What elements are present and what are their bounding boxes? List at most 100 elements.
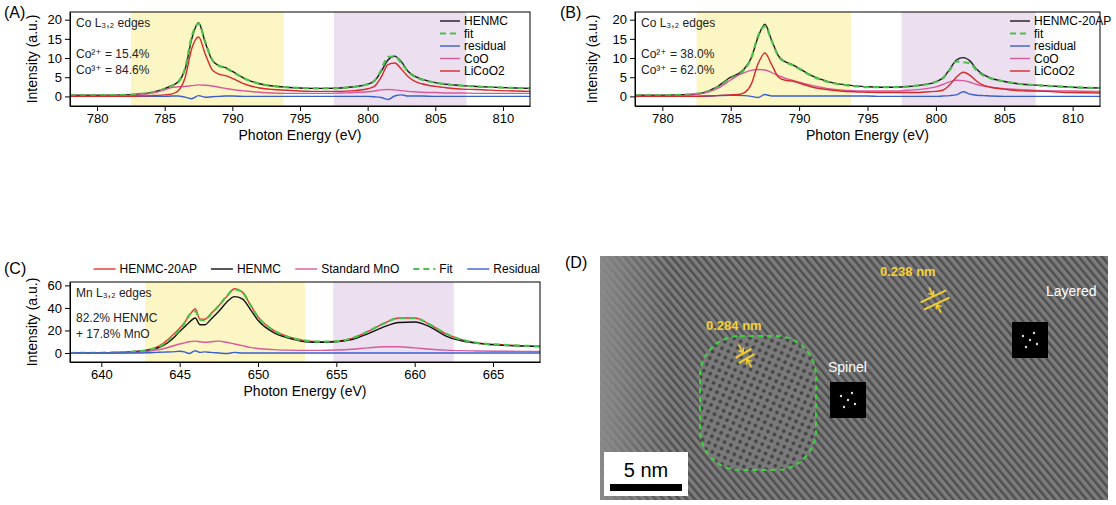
x-tick-label: 800 bbox=[926, 111, 948, 126]
spectrum-line bbox=[635, 26, 1100, 95]
spacing-arrow bbox=[926, 286, 935, 297]
fft-inset bbox=[830, 382, 866, 418]
plot-area bbox=[70, 12, 530, 106]
legend-label: Standard MnO bbox=[321, 262, 399, 276]
tem-image-panel: 0.284 nm0.238 nmSpinelLayered5 nm bbox=[600, 256, 1108, 500]
legend-label: HENMC bbox=[237, 262, 281, 276]
legend-label: Fit bbox=[439, 262, 453, 276]
spacing-label: 0.284 nm bbox=[706, 318, 762, 333]
y-tick-mark bbox=[65, 96, 70, 97]
annotation: Mn L₃,₂ edges bbox=[76, 286, 152, 300]
scale-bar-box bbox=[604, 452, 688, 496]
legend-swatch bbox=[440, 20, 460, 21]
y-tick-mark bbox=[630, 77, 635, 78]
legend-swatch bbox=[467, 268, 489, 269]
y-tick-label: 20 bbox=[48, 323, 62, 338]
y-tick-mark bbox=[65, 308, 70, 309]
y-tick: 40 bbox=[48, 301, 70, 316]
x-tick-label: 665 bbox=[483, 367, 505, 382]
x-tick-label: 780 bbox=[87, 111, 109, 126]
panel-label: (D) bbox=[565, 254, 587, 271]
panel-label: (C) bbox=[4, 260, 26, 277]
y-tick-label: 0 bbox=[55, 346, 62, 361]
y-tick-label: 20 bbox=[613, 12, 627, 27]
fft-spot bbox=[1036, 343, 1038, 345]
y-tick-mark bbox=[65, 353, 70, 354]
x-axis: 780785790795800805810 bbox=[636, 106, 1101, 126]
x-axis: 640645650655660665 bbox=[71, 362, 541, 382]
panel-label: (B) bbox=[560, 4, 581, 21]
annotation: Co L₃,₂ edges bbox=[76, 16, 150, 30]
y-tick-label: 15 bbox=[613, 32, 627, 47]
x-tick: 800 bbox=[357, 106, 379, 126]
x-axis-title: Photon Energy (eV) bbox=[244, 383, 367, 399]
legend: HENMC-20APHENMCStandard MnOFitResidual bbox=[94, 262, 540, 276]
y-tick-label: 0 bbox=[620, 89, 627, 104]
legend-swatch bbox=[295, 268, 317, 269]
plot-frame bbox=[70, 12, 530, 106]
spectrum-line bbox=[70, 37, 530, 96]
scale-bar-line bbox=[610, 484, 682, 491]
legend-swatch bbox=[413, 268, 435, 270]
chart-panel: 78078579079580080581005101520Photon Ener… bbox=[560, 4, 1111, 143]
scale-bar: 5 nm bbox=[604, 452, 688, 496]
x-tick-label: 655 bbox=[326, 367, 348, 382]
y-tick: 0 bbox=[55, 89, 70, 104]
chart-panel: 6406456506556606650204060Photon Energy (… bbox=[4, 260, 541, 399]
y-axis-title: Intensity (a.u.) bbox=[24, 15, 40, 104]
fft-spot bbox=[854, 403, 856, 405]
spacing-arrow bbox=[934, 303, 943, 314]
x-axis-line bbox=[71, 362, 541, 363]
y-tick: 60 bbox=[48, 278, 70, 293]
x-tick-label: 645 bbox=[169, 367, 191, 382]
fft-spot bbox=[1025, 346, 1027, 348]
annotation: Co³⁺ = 84.6% bbox=[76, 63, 150, 77]
x-axis-title: Photon Energy (eV) bbox=[806, 127, 929, 143]
y-axis-title: Intensity (a.u.) bbox=[584, 15, 600, 104]
x-tick: 665 bbox=[483, 362, 505, 382]
spectrum-line bbox=[70, 24, 530, 96]
annotation: Co³⁺ = 62.0% bbox=[641, 63, 715, 77]
y-tick-label: 20 bbox=[48, 12, 62, 27]
fft-spot bbox=[1029, 339, 1031, 341]
fft-spot bbox=[847, 399, 849, 401]
y-tick: 20 bbox=[48, 12, 70, 27]
edge-band bbox=[697, 12, 852, 106]
spectrum-line bbox=[70, 351, 540, 354]
fft-spot bbox=[840, 395, 842, 397]
legend: HENMCfitresidualCoOLiCoO2 bbox=[440, 14, 508, 78]
fft-square bbox=[830, 382, 866, 418]
x-tick-label: 805 bbox=[994, 111, 1016, 126]
panel-label: (A) bbox=[4, 4, 25, 21]
x-tick-label: 790 bbox=[789, 111, 811, 126]
spacing-marker bbox=[916, 281, 953, 318]
x-tick-label: 785 bbox=[720, 111, 742, 126]
legend-swatch bbox=[1010, 32, 1030, 34]
y-axis: 0 20 40 60 bbox=[48, 278, 71, 362]
legend-swatch bbox=[1010, 70, 1030, 71]
chart-panel: 78078579079580080581005101520Photon Ener… bbox=[4, 4, 531, 143]
spacing-arrow bbox=[736, 343, 746, 354]
x-tick: 810 bbox=[493, 106, 515, 126]
y-tick-mark bbox=[630, 20, 635, 21]
fft-inset bbox=[1012, 322, 1048, 358]
legend-swatch bbox=[440, 32, 460, 34]
y-tick: 0 bbox=[55, 346, 70, 361]
y-tick-label: 40 bbox=[48, 301, 62, 316]
y-tick: 20 bbox=[613, 12, 635, 27]
legend-label: LiCoO2 bbox=[464, 64, 505, 78]
legend-label: HENMC-20AP bbox=[1034, 14, 1111, 28]
x-tick: 795 bbox=[857, 106, 879, 126]
y-tick-mark bbox=[65, 330, 70, 331]
y-tick-label: 60 bbox=[48, 278, 62, 293]
y-axis-line bbox=[70, 13, 71, 107]
y-tick-mark bbox=[630, 96, 635, 97]
x-tick-label: 810 bbox=[493, 111, 515, 126]
x-tick: 660 bbox=[404, 362, 426, 382]
x-tick: 810 bbox=[1062, 106, 1084, 126]
y-tick: 0 bbox=[620, 89, 635, 104]
spectrum-line bbox=[635, 24, 1100, 95]
legend-swatch bbox=[440, 58, 460, 59]
fft-square bbox=[1012, 322, 1048, 358]
legend-swatch bbox=[1010, 20, 1030, 21]
